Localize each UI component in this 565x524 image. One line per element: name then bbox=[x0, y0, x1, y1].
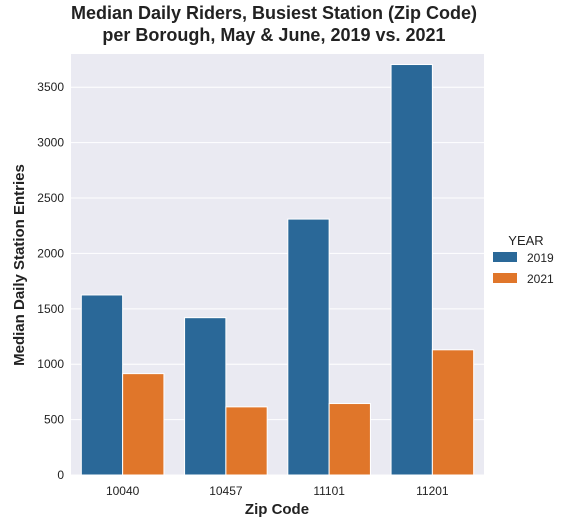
chart-title-line-2: per Borough, May & June, 2019 vs. 2021 bbox=[102, 25, 445, 45]
legend-title: YEAR bbox=[508, 233, 543, 248]
x-tick-label: 11201 bbox=[416, 484, 449, 498]
y-tick-label: 1500 bbox=[37, 302, 64, 316]
bar-11201-2021 bbox=[431, 349, 475, 476]
bars bbox=[80, 64, 475, 476]
x-tick-label: 10040 bbox=[106, 484, 140, 498]
legend-swatch-2019 bbox=[493, 252, 517, 262]
bar-10457-2021 bbox=[225, 406, 268, 476]
legend-label-2021: 2021 bbox=[527, 272, 554, 286]
legend: YEAR 2019 2021 bbox=[493, 233, 554, 286]
x-tick-label: 10457 bbox=[209, 484, 243, 498]
x-tick-label: 11101 bbox=[313, 484, 345, 498]
bar-11201-2019 bbox=[390, 64, 433, 476]
y-tick-label: 3000 bbox=[37, 136, 64, 150]
x-axis-ticks: 10040 10457 11101 11201 bbox=[106, 484, 449, 498]
y-tick-label: 1000 bbox=[37, 357, 64, 371]
bar-10040-2021 bbox=[122, 373, 165, 476]
y-tick-label: 0 bbox=[57, 468, 64, 482]
y-axis-ticks: 0 500 1000 1500 2000 2500 3000 3500 bbox=[37, 80, 64, 482]
y-tick-label: 2500 bbox=[37, 191, 64, 205]
legend-label-2019: 2019 bbox=[527, 251, 554, 265]
bar-10040-2019 bbox=[80, 294, 124, 476]
y-tick-label: 3500 bbox=[37, 80, 64, 94]
y-tick-label: 2000 bbox=[37, 246, 64, 260]
bar-11101-2019 bbox=[287, 218, 330, 476]
x-axis-label: Zip Code bbox=[245, 501, 309, 518]
legend-swatch-2021 bbox=[493, 273, 517, 283]
y-tick-label: 500 bbox=[44, 413, 64, 427]
y-axis-label: Median Daily Station Entries bbox=[11, 164, 28, 366]
bar-11101-2021 bbox=[328, 403, 371, 476]
chart-title-line-1: Median Daily Riders, Busiest Station (Zi… bbox=[71, 3, 477, 23]
bar-10457-2019 bbox=[184, 317, 227, 476]
